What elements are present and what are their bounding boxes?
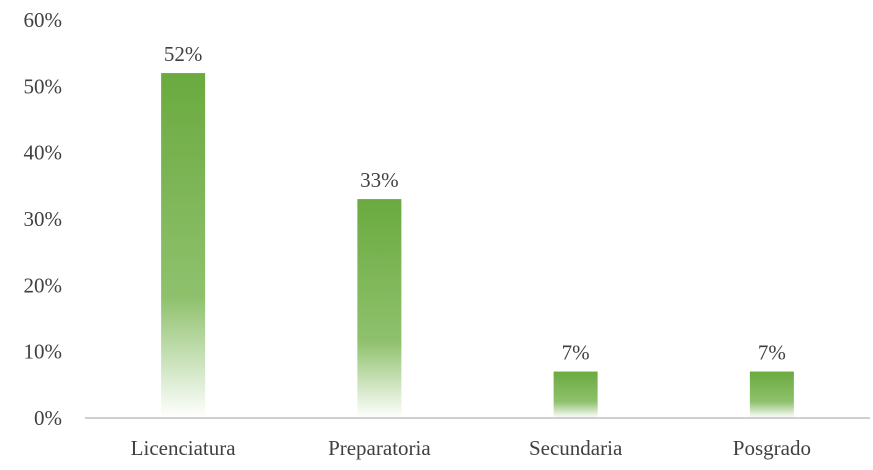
bar-posgrado bbox=[749, 371, 794, 418]
y-axis-ticks: 0% 10% 20% 30% 40% 50% 60% bbox=[24, 8, 63, 430]
data-label: 52% bbox=[164, 42, 203, 66]
bar-preparatoria bbox=[357, 199, 402, 418]
bar-licenciatura bbox=[161, 73, 206, 419]
bar-secundaria bbox=[553, 371, 598, 418]
y-tick-label: 50% bbox=[24, 74, 63, 98]
x-tick-label: Preparatoria bbox=[328, 436, 431, 460]
y-tick-label: 0% bbox=[34, 406, 62, 430]
x-axis-tick-labels: Licenciatura Preparatoria Secundaria Posgra… bbox=[131, 436, 811, 460]
y-tick-label: 20% bbox=[24, 273, 63, 297]
data-labels-group: 52% 33% 7% 7% bbox=[164, 42, 786, 365]
y-tick-label: 40% bbox=[24, 141, 63, 165]
x-tick-label: Secundaria bbox=[529, 436, 623, 460]
data-label: 7% bbox=[758, 341, 786, 365]
y-tick-label: 30% bbox=[24, 207, 63, 231]
y-tick-label: 10% bbox=[24, 340, 63, 364]
data-label: 33% bbox=[360, 168, 399, 192]
y-tick-label: 60% bbox=[24, 8, 63, 32]
x-tick-label: Posgrado bbox=[733, 436, 811, 460]
data-label: 7% bbox=[562, 341, 590, 365]
bars-group bbox=[161, 73, 794, 419]
x-tick-label: Licenciatura bbox=[131, 436, 237, 460]
